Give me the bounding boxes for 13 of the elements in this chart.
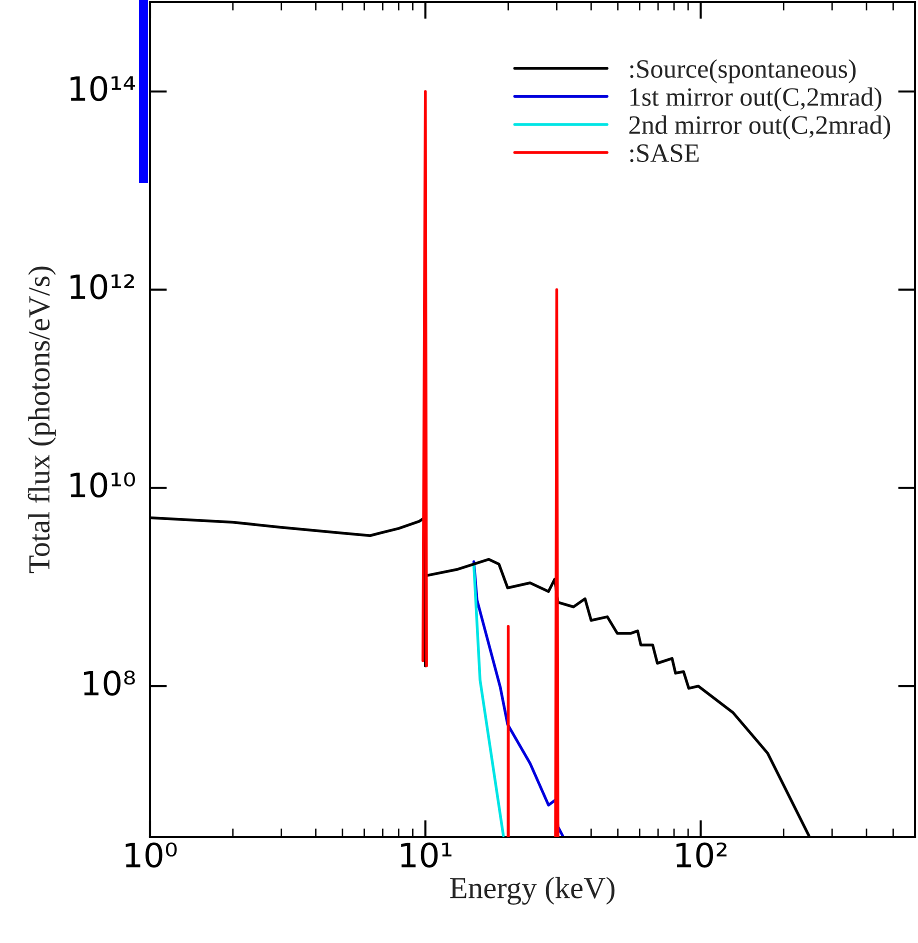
y-tick-label: 10¹⁴ [70, 76, 136, 102]
legend-label: :SASE [630, 144, 699, 162]
y-tick-label: 10¹⁰ [70, 472, 135, 498]
legend-label: 2nd mirror out(C,2mrad) [629, 115, 890, 140]
y-tick-label: 10⁸ [84, 670, 135, 696]
legend-label: 1st mirror out(C,2mrad) [630, 87, 882, 112]
x-tick-label: 10¹ [401, 842, 452, 868]
x-tick-label: 10² [676, 842, 727, 868]
legend-label: :Source(spontaneous) [630, 59, 856, 84]
x-axis-title: Energy (keV) [450, 876, 614, 905]
y-tick-label: 10¹² [70, 274, 134, 300]
x-tick-label: 10⁰ [126, 842, 177, 868]
y-axis-title: Total flux (photons/eV/s) [28, 266, 56, 574]
